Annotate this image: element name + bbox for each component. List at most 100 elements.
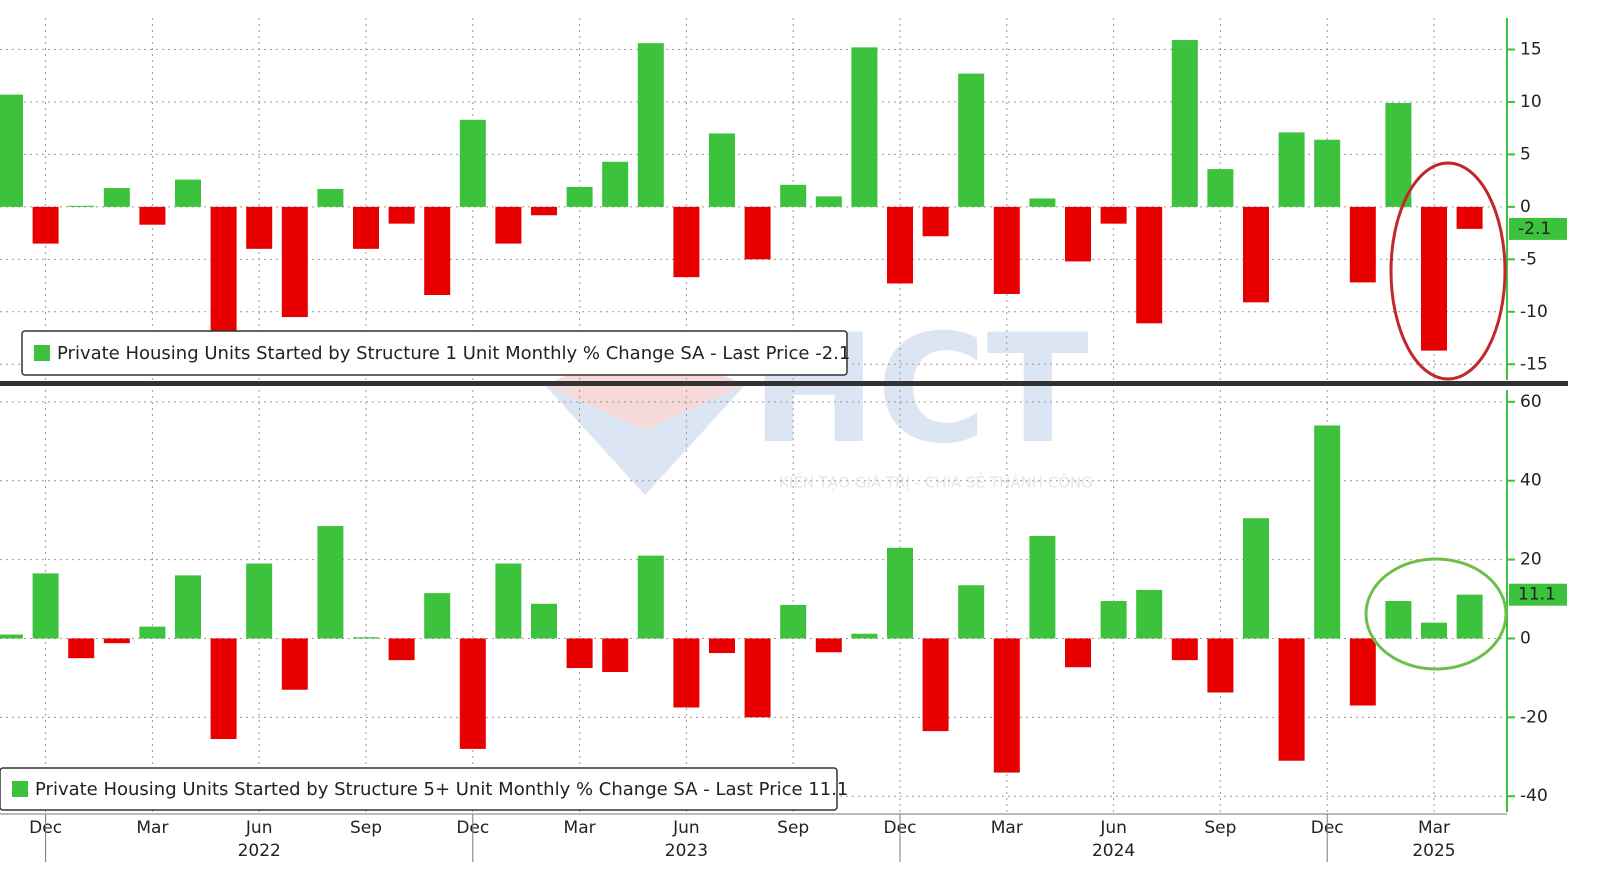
- bar: [1421, 206, 1447, 351]
- bar: [1314, 139, 1341, 207]
- bar: [459, 119, 486, 207]
- bar: [851, 47, 878, 207]
- x-tick-label: Mar: [991, 818, 1023, 838]
- bar: [709, 638, 735, 654]
- bar: [1136, 589, 1163, 639]
- bar: [566, 186, 593, 207]
- bar: [1207, 638, 1234, 693]
- y-tick-label: 10: [1520, 92, 1542, 112]
- bar: [922, 206, 949, 237]
- y-tick-label: 40: [1520, 471, 1542, 491]
- bar: [1171, 40, 1198, 207]
- bar: [1100, 601, 1127, 639]
- y-tick-label: 0: [1520, 628, 1531, 648]
- bar: [709, 133, 735, 207]
- last-price-tag: [1509, 217, 1567, 240]
- x-tick-label: Jun: [245, 818, 273, 838]
- panel-separator: [0, 381, 1568, 386]
- bar: [68, 205, 95, 207]
- y-tick-label: 60: [1520, 392, 1542, 412]
- bar: [0, 94, 23, 207]
- highlight-ellipse: [1364, 557, 1508, 671]
- x-tick-label: Mar: [564, 818, 596, 838]
- x-year-label: 2025: [1412, 841, 1455, 861]
- bar: [495, 206, 522, 244]
- watermark-logo: HCT: [751, 303, 1089, 477]
- bar: [887, 547, 913, 639]
- x-tick-label: Mar: [1418, 818, 1450, 838]
- bar: [673, 206, 700, 278]
- bar: [210, 638, 237, 740]
- x-tick-label: Jun: [672, 818, 700, 838]
- bar: [353, 206, 379, 249]
- bar: [851, 633, 878, 639]
- bar: [1385, 102, 1412, 207]
- bar: [958, 585, 985, 639]
- bar: [139, 626, 166, 639]
- y-tick-label: 20: [1520, 550, 1542, 570]
- highlight-ellipse: [1389, 161, 1507, 381]
- logo-shape: [545, 385, 745, 495]
- bar: [68, 638, 95, 659]
- legend-label: Private Housing Units Started by Structu…: [35, 779, 848, 800]
- bar: [780, 604, 807, 639]
- bar: [139, 206, 166, 225]
- y-tick-label: -20: [1520, 707, 1548, 727]
- legend-swatch: [12, 781, 28, 797]
- legend-box: [0, 767, 838, 811]
- last-price-label: -2.1: [1518, 219, 1551, 239]
- x-year-label: 2023: [665, 841, 708, 861]
- bar: [1065, 638, 1091, 668]
- bar: [815, 638, 842, 653]
- bar: [103, 638, 130, 644]
- bar: [175, 575, 201, 639]
- bar: [1349, 638, 1376, 706]
- x-tick-label: Sep: [777, 818, 809, 838]
- bar: [459, 638, 486, 749]
- bar: [566, 638, 593, 669]
- bar: [388, 638, 415, 661]
- bar: [281, 206, 308, 318]
- y-tick-label: 0: [1520, 197, 1531, 217]
- bar: [353, 637, 379, 639]
- x-year-label: 2024: [1092, 841, 1135, 861]
- y-tick-label: -40: [1520, 786, 1548, 806]
- bar: [780, 184, 807, 207]
- bar: [1171, 638, 1198, 661]
- bar: [531, 206, 557, 216]
- bar: [210, 206, 237, 331]
- legend-label: Private Housing Units Started by Structu…: [57, 343, 850, 364]
- bar: [317, 189, 344, 207]
- bar: [1136, 206, 1163, 324]
- bar: [281, 638, 308, 690]
- bar: [1456, 594, 1483, 639]
- y-tick-label: -10: [1520, 302, 1548, 322]
- bar: [175, 179, 201, 207]
- x-year-label: 2022: [238, 841, 281, 861]
- bar: [1349, 206, 1376, 283]
- legend-swatch: [34, 345, 50, 361]
- bar: [246, 206, 273, 249]
- bar: [993, 206, 1020, 294]
- last-price-label: 11.1: [1518, 585, 1556, 605]
- x-tick-label: Mar: [136, 818, 168, 838]
- bar: [602, 638, 629, 672]
- bar: [1243, 518, 1269, 639]
- bar: [958, 73, 985, 207]
- bar: [1278, 638, 1305, 761]
- bar: [602, 161, 629, 207]
- bar: [1456, 206, 1483, 229]
- bar: [744, 638, 771, 718]
- bar: [32, 573, 59, 639]
- bar: [1314, 425, 1341, 639]
- bar: [495, 563, 522, 639]
- plot: 15 10 5 0 -5 -10 -15 -2.1 Private Housing Units …: [0, 18, 1567, 862]
- bar: [1065, 206, 1091, 262]
- y-tick-label: -15: [1520, 354, 1548, 374]
- bar: [1029, 198, 1056, 207]
- bar: [637, 43, 664, 207]
- bar: [922, 638, 949, 732]
- logo-shape: [545, 340, 745, 495]
